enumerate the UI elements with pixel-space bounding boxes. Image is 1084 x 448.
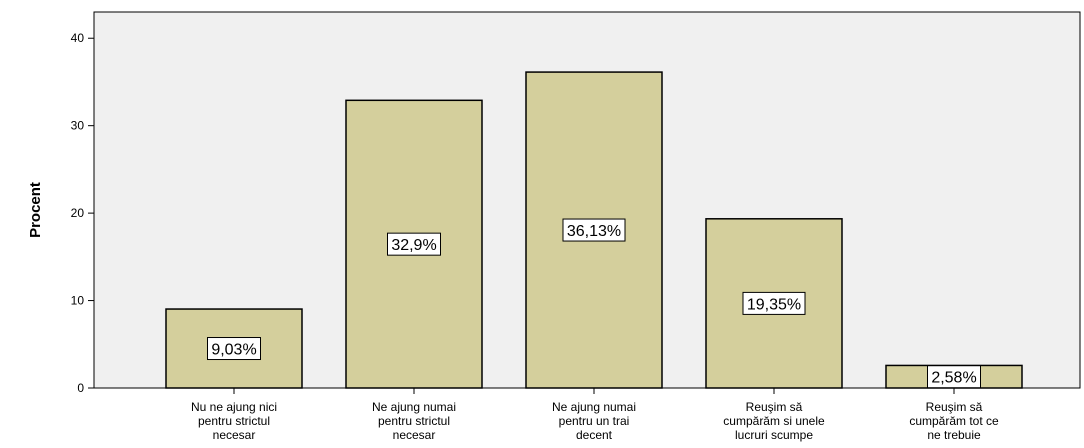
x-tick-label-line: necesar	[213, 428, 256, 442]
x-tick-label: Reuşim să cumpărăm si unele lucruri scumpe	[723, 400, 825, 442]
x-tick-label-line: Reuşim să	[746, 400, 803, 414]
y-tick-label: 20	[71, 206, 85, 220]
x-tick-label-line: cumpărăm tot ce	[909, 414, 999, 428]
y-tick-label: 40	[71, 31, 85, 45]
x-tick-label-line: pentru strictul	[378, 414, 450, 428]
data-label: 19,35%	[747, 296, 801, 313]
data-label: 36,13%	[567, 223, 621, 240]
data-label-box	[927, 365, 981, 389]
y-axis: 0 10 20 30 40	[71, 31, 94, 395]
data-label-box	[742, 291, 806, 315]
x-tick-label-line: lucruri scumpe	[735, 428, 813, 442]
x-tick-label-line: Nu ne ajung nici	[191, 400, 277, 414]
y-tick-label: 0	[77, 381, 84, 395]
y-tick-label: 30	[71, 119, 85, 133]
x-tick-label-line: cumpărăm si unele	[723, 414, 825, 428]
x-tick-label-line: pentru un trai	[559, 414, 630, 428]
x-tick-label-line: Reuşim să	[926, 400, 983, 414]
x-tick-label: Nu ne ajung nici pentru strictul necesar	[191, 400, 277, 442]
x-tick-label-line: decent	[576, 428, 613, 442]
data-label: 2,58%	[931, 370, 976, 387]
data-label-box	[207, 337, 261, 361]
bar-series: 9,03% 32,9% 36,13% 19,35% 2,58%	[165, 71, 1023, 389]
y-tick-label: 10	[71, 294, 85, 308]
y-axis-label: Procent	[27, 182, 44, 238]
x-tick-label: Ne ajung numai pentru un trai decent	[552, 400, 636, 442]
x-axis: Nu ne ajung nici pentru strictul necesarNe…	[191, 388, 999, 442]
data-label: 9,03%	[211, 342, 256, 359]
data-label-box	[387, 232, 441, 256]
x-tick-label-line: Ne ajung numai	[552, 400, 636, 414]
x-tick-label-line: Ne ajung numai	[372, 400, 456, 414]
x-tick-label: Reuşim să cumpărăm tot ce ne trebuie	[909, 400, 999, 442]
x-tick-label-line: pentru strictul	[198, 414, 270, 428]
x-tick-label: Ne ajung numai pentru strictul necesar	[372, 400, 456, 442]
x-tick-label-line: necesar	[393, 428, 436, 442]
data-label: 32,9%	[391, 237, 436, 254]
x-tick-label-line: ne trebuie	[927, 428, 981, 442]
data-label-box	[562, 218, 626, 242]
